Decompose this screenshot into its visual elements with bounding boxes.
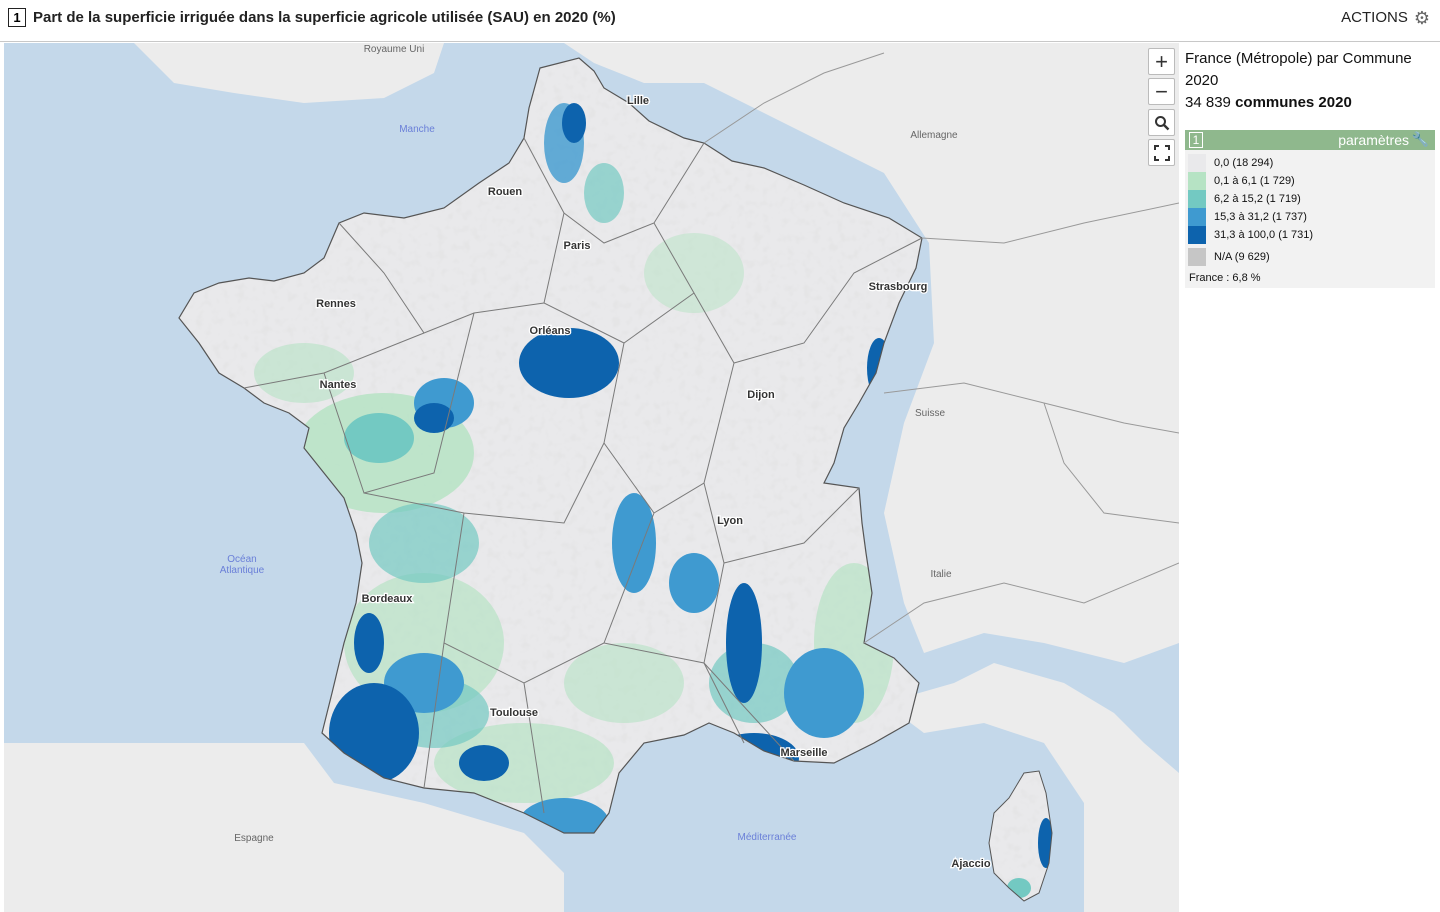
legend-swatch	[1188, 172, 1206, 190]
legend-label: 31,3 à 100,0 (1 731)	[1214, 229, 1314, 241]
city-orleans: Orléans	[530, 325, 571, 337]
legend-label: 6,2 à 15,2 (1 719)	[1214, 193, 1301, 205]
wrench-icon[interactable]: 🔧	[1411, 131, 1429, 147]
panel-count-line: 34 839 communes 2020	[1185, 92, 1435, 114]
label-ocean: Océan	[227, 554, 256, 565]
actions-label: ACTIONS	[1341, 9, 1408, 26]
legend-item[interactable]: 0,1 à 6,1 (1 729)	[1188, 172, 1435, 190]
map[interactable]: Royaume Uni Allemagne Suisse Italie Espa…	[4, 43, 1179, 912]
city-rouen: Rouen	[488, 186, 523, 198]
actions-button[interactable]: ACTIONS ⚙	[1341, 7, 1430, 28]
legend-label: N/A (9 629)	[1214, 251, 1270, 263]
panel-year: 2020	[1185, 72, 1219, 89]
city-lille: Lille	[627, 95, 649, 107]
label-allemagne: Allemagne	[910, 130, 958, 141]
legend: 1 paramètres 🔧 0,0 (18 294) 0,1 à 6,1 (1…	[1185, 130, 1435, 288]
legend-swatch	[1188, 248, 1206, 266]
legend-header[interactable]: 1 paramètres 🔧	[1185, 130, 1435, 150]
label-mediterranee: Méditerranée	[738, 832, 797, 843]
zoom-out-button[interactable]: −	[1148, 78, 1175, 105]
params-label: paramètres	[1338, 132, 1409, 148]
legend-swatch	[1188, 190, 1206, 208]
city-strasbourg: Strasbourg	[869, 281, 928, 293]
legend-item-na[interactable]: N/A (9 629)	[1188, 248, 1435, 266]
legend-item[interactable]: 6,2 à 15,2 (1 719)	[1188, 190, 1435, 208]
city-ajaccio: Ajaccio	[951, 858, 990, 870]
city-marseille: Marseille	[780, 747, 827, 759]
city-toulouse: Toulouse	[490, 707, 538, 719]
search-icon	[1154, 115, 1169, 130]
info-panel: France (Métropole) par Commune 2020 34 8…	[1185, 48, 1435, 288]
france-average: France : 6,8 %	[1189, 272, 1261, 284]
label-royaume-uni: Royaume Uni	[364, 44, 425, 55]
legend-swatch	[1188, 226, 1206, 244]
legend-swatch	[1188, 154, 1206, 172]
legend-item[interactable]: 0,0 (18 294)	[1188, 154, 1435, 172]
label-atlantique: Atlantique	[220, 565, 265, 576]
legend-label: 0,1 à 6,1 (1 729)	[1214, 175, 1295, 187]
panel-scope: France (Métropole) par Commune	[1185, 50, 1412, 67]
minus-icon: −	[1155, 78, 1168, 104]
legend-swatch	[1188, 208, 1206, 226]
fullscreen-button[interactable]	[1148, 139, 1175, 166]
map-canvas[interactable]: Royaume Uni Allemagne Suisse Italie Espa…	[4, 43, 1179, 912]
city-bordeaux: Bordeaux	[362, 593, 414, 605]
city-lyon: Lyon	[717, 515, 743, 527]
gear-icon: ⚙	[1413, 7, 1430, 28]
panel-count: 34 839	[1185, 94, 1231, 111]
header: 1 Part de la superficie irriguée dans la…	[0, 0, 1440, 42]
city-dijon: Dijon	[747, 389, 775, 401]
label-manche: Manche	[399, 124, 435, 135]
zoom-in-button[interactable]: +	[1148, 48, 1175, 75]
indicator-number[interactable]: 1	[8, 8, 26, 27]
plus-icon: +	[1155, 48, 1168, 74]
label-suisse: Suisse	[915, 408, 945, 419]
legend-label: 15,3 à 31,2 (1 737)	[1214, 211, 1307, 223]
city-rennes: Rennes	[316, 298, 356, 310]
legend-label: 0,0 (18 294)	[1214, 157, 1274, 169]
map-title: Part de la superficie irriguée dans la s…	[33, 9, 616, 26]
legend-item[interactable]: 31,3 à 100,0 (1 731)	[1188, 226, 1435, 244]
fullscreen-icon	[1153, 144, 1170, 161]
search-button[interactable]	[1148, 109, 1175, 136]
label-espagne: Espagne	[234, 833, 274, 844]
legend-number: 1	[1189, 132, 1203, 148]
panel-count-label: communes 2020	[1235, 94, 1352, 111]
city-paris: Paris	[564, 240, 591, 252]
legend-item[interactable]: 15,3 à 31,2 (1 737)	[1188, 208, 1435, 226]
label-italie: Italie	[930, 569, 952, 580]
city-nantes: Nantes	[320, 379, 357, 391]
